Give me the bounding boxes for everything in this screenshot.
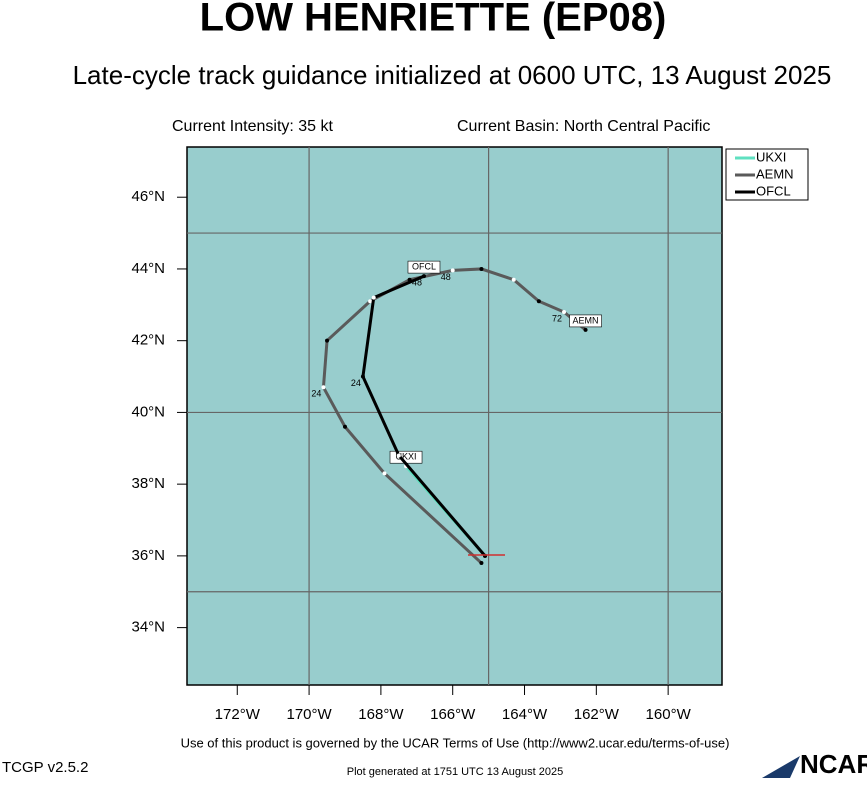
legend: UKXI AEMN OFCL (735, 149, 794, 198)
track-name: AEMN (573, 315, 599, 325)
track-point (371, 295, 376, 300)
track-point (536, 299, 541, 304)
track-point (562, 309, 567, 314)
track-point (342, 424, 347, 429)
current-intensity: Current Intensity: 35 kt (172, 118, 334, 135)
plot-layer: UKXI 24 48 72 AEMN 24 48 OFCL (187, 147, 722, 685)
track-name: UKXI (396, 452, 417, 462)
track-point (368, 299, 373, 304)
legend-label: UKXI (756, 149, 786, 164)
y-tick-label: 46°N (131, 188, 165, 205)
x-tick-label: 172°W (215, 706, 261, 723)
y-tick-label: 36°N (131, 547, 165, 564)
y-tick-label: 42°N (131, 332, 165, 349)
x-tick-label: 162°W (574, 706, 620, 723)
x-tick-label: 166°W (430, 706, 476, 723)
version: TCGP v2.5.2 (2, 759, 88, 776)
logo: NCAR (800, 749, 867, 779)
y-tick-label: 44°N (131, 260, 165, 277)
legend-label: OFCL (756, 183, 791, 198)
hour-label: 48 (412, 277, 422, 287)
current-basin: Current Basin: North Central Pacific (457, 118, 710, 135)
track-point (511, 277, 516, 282)
track-point (396, 453, 401, 458)
track-point (382, 471, 387, 476)
track-name: OFCL (412, 261, 436, 271)
y-tick-label: 40°N (131, 403, 165, 420)
track-point (321, 385, 326, 390)
track-point (325, 338, 330, 343)
x-tick-label: 170°W (286, 706, 332, 723)
track-point (421, 274, 426, 279)
footer: Use of this product is governed by the U… (181, 735, 730, 750)
hour-label: 48 (441, 272, 451, 282)
logo-mark (762, 756, 800, 778)
y-tick-label: 34°N (131, 619, 165, 636)
chart-subtitle: Late-cycle track guidance initialized at… (73, 60, 832, 90)
track-point (450, 268, 455, 273)
track-point (360, 374, 365, 379)
x-tick-label: 168°W (358, 706, 404, 723)
track-name-box (569, 314, 602, 328)
chart-title: LOW HENRIETTE (EP08) (200, 0, 667, 40)
x-tick-label: 160°W (646, 706, 692, 723)
hour-label: 72 (552, 313, 562, 323)
track-name-box (407, 260, 441, 274)
hour-label: 24 (311, 389, 321, 399)
track-point (479, 561, 484, 566)
hour-label: 24 (351, 378, 361, 388)
generated: Plot generated at 1751 UTC 13 August 202… (347, 766, 564, 778)
legend-label: AEMN (756, 166, 794, 181)
y-tick-label: 38°N (131, 475, 165, 492)
plot-area (186, 146, 723, 686)
track-point (583, 327, 588, 332)
track-point (479, 266, 484, 271)
x-tick-label: 164°W (502, 706, 548, 723)
